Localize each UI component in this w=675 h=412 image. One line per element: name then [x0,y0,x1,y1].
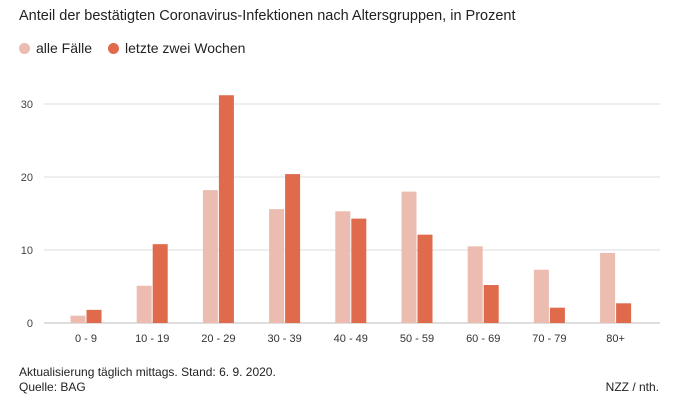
legend-label-last-two-weeks: letzte zwei Wochen [125,40,246,56]
legend-item-last-two-weeks: letzte zwei Wochen [108,40,245,56]
x-tick-label-8: 80+ [606,333,625,345]
bar-last-two-weeks-6 [483,285,499,323]
y-tick-label-0: 0 [27,318,33,330]
bar-last-two-weeks-0 [86,309,102,323]
x-tick-label-0: 0 - 9 [75,333,97,345]
bar-last-two-weeks-7 [549,307,565,323]
bar-all-cases-4 [335,211,351,323]
x-tick-label-1: 10 - 19 [135,333,169,345]
chart-title: Anteil der bestätigten Coronavirus-Infek… [19,8,516,24]
bar-last-two-weeks-4 [351,218,367,323]
footer-note: Aktualisierung täglich mittags. Stand: 6… [19,365,276,379]
bar-last-two-weeks-1 [152,244,168,323]
x-tick-label-7: 70 - 79 [532,333,566,345]
bar-last-two-weeks-5 [417,234,433,323]
x-tick-label-5: 50 - 59 [400,333,434,345]
bar-last-two-weeks-2 [218,95,234,324]
footer-credit: NZZ / nth. [605,380,659,394]
x-tick-label-6: 60 - 69 [466,333,500,345]
footer-source: Quelle: BAG [19,380,86,394]
bar-last-two-weeks-8 [616,303,632,323]
x-tick-label-2: 20 - 29 [201,333,235,345]
y-tick-label-10: 10 [21,245,33,257]
legend-swatch-last-two-weeks [108,42,120,54]
bar-last-two-weeks-3 [285,174,301,323]
bar-all-cases-8 [600,252,616,323]
bar-all-cases-7 [533,269,549,323]
bar-all-cases-1 [136,285,152,323]
legend-item-all-cases: alle Fälle [19,40,92,56]
legend-label-all-cases: alle Fälle [36,40,93,56]
x-tick-label-4: 40 - 49 [334,333,368,345]
y-tick-label-30: 30 [21,99,33,111]
legend: alle Fälle letzte zwei Wochen [19,40,245,56]
bar-all-cases-0 [70,315,86,323]
y-tick-label-20: 20 [21,172,33,184]
bar-all-cases-6 [467,246,483,323]
bar-all-cases-5 [401,191,417,323]
legend-swatch-all-cases [19,42,30,54]
x-tick-label-3: 30 - 39 [267,333,301,345]
bar-all-cases-3 [269,209,285,323]
bar-all-cases-2 [202,190,218,323]
